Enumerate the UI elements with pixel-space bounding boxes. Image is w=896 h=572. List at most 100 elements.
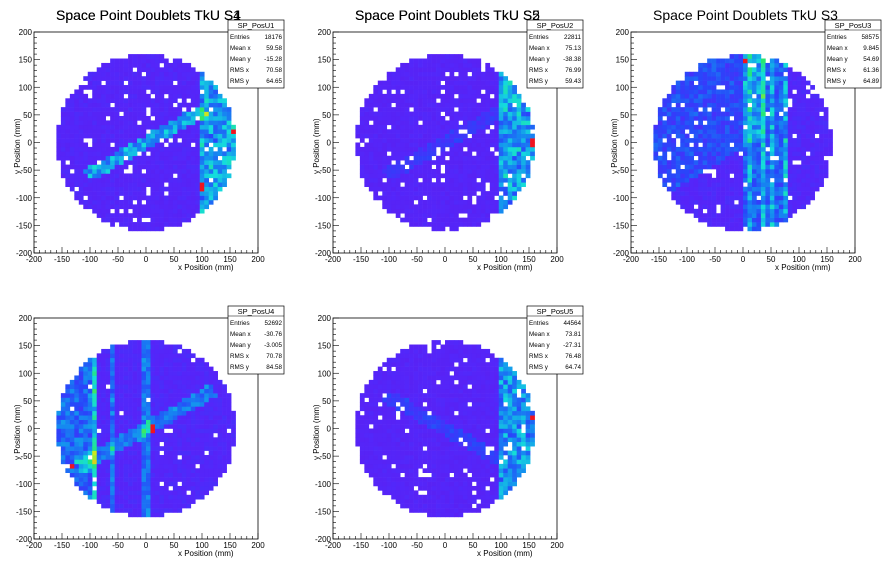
heatmap-cell: [494, 142, 500, 148]
heatmap-cell: [92, 472, 98, 478]
heatmap-cell: [796, 111, 802, 117]
heatmap-cell: [751, 102, 757, 108]
heatmap-cell: [96, 410, 102, 416]
heatmap-cell: [653, 124, 659, 130]
heatmap-cell: [78, 98, 84, 104]
heatmap-cell: [828, 151, 833, 157]
heatmap-cell: [105, 353, 111, 359]
heatmap-cell: [83, 362, 89, 367]
heatmap-cell: [195, 371, 201, 376]
heatmap-cell: [159, 195, 165, 201]
heatmap-cell: [128, 348, 133, 354]
heatmap-cell: [810, 85, 815, 90]
heatmap-cell: [172, 98, 178, 104]
heatmap-cell: [453, 129, 459, 134]
heatmap-cell: [445, 102, 450, 108]
heatmap-cell: [146, 375, 151, 381]
heatmap-cell: [489, 98, 495, 104]
heatmap-cell: [105, 199, 111, 205]
heatmap-cell: [778, 217, 784, 223]
heatmap-cell: [436, 182, 441, 187]
heatmap-cell: [204, 186, 210, 192]
heatmap-cell: [168, 182, 174, 187]
heatmap-cell: [78, 111, 84, 117]
heatmap-cell: [494, 169, 500, 174]
heatmap-cell: [101, 384, 106, 390]
heatmap-cell: [213, 173, 218, 179]
heatmap-cell: [489, 199, 495, 205]
heatmap-cell: [702, 217, 708, 223]
heatmap-cell: [431, 62, 437, 68]
heatmap-cell: [489, 80, 495, 86]
heatmap-cell: [711, 115, 717, 121]
heatmap-cell: [720, 186, 726, 192]
heatmap-cell: [743, 169, 748, 174]
heatmap-cell: [163, 379, 169, 385]
heatmap-cell: [440, 191, 446, 196]
heatmap-cell: [119, 76, 124, 81]
heatmap-cell: [195, 89, 201, 95]
heatmap-cell: [395, 124, 401, 130]
heatmap-cell: [480, 160, 486, 165]
heatmap-cell: [163, 120, 169, 126]
heatmap-cell: [725, 191, 730, 196]
heatmap-cell: [810, 129, 815, 134]
heatmap-cell: [436, 191, 441, 196]
heatmap-cell: [751, 177, 757, 183]
heatmap-cell: [368, 182, 374, 187]
heatmap-cell: [458, 160, 464, 165]
heatmap-cell: [693, 169, 699, 174]
heatmap-cell: [498, 76, 504, 81]
heatmap-cell: [146, 348, 151, 354]
heatmap-cell: [69, 133, 75, 139]
heatmap-cell: [181, 217, 187, 223]
heatmap-cell: [159, 89, 165, 95]
heatmap-cell: [431, 124, 437, 130]
heatmap-cell: [716, 155, 721, 161]
heatmap-cell: [114, 186, 120, 192]
heatmap-cell: [128, 102, 133, 108]
y-tick-label: -150: [613, 221, 630, 230]
heatmap-cell: [123, 164, 129, 170]
heatmap-cell: [422, 102, 428, 108]
heatmap-cell: [364, 111, 370, 117]
heatmap-cell: [217, 142, 223, 148]
x-tick-label: 100: [494, 255, 508, 264]
heatmap-cell: [186, 89, 192, 95]
heatmap-cell: [494, 177, 500, 183]
heatmap-cell: [453, 98, 459, 104]
heatmap-cell: [489, 186, 495, 192]
heatmap-cell: [92, 151, 98, 157]
heatmap-cell: [377, 186, 383, 192]
heatmap-cell: [720, 160, 726, 165]
heatmap-cell: [172, 388, 178, 394]
heatmap-cell: [760, 120, 766, 126]
heatmap-cell: [471, 67, 477, 73]
heatmap-cell: [119, 459, 124, 465]
heatmap-cell: [146, 199, 151, 205]
heatmap-cell: [78, 388, 84, 394]
stats-row-label: Mean x: [529, 45, 551, 52]
heatmap-cell: [208, 120, 214, 126]
y-tick-label: 200: [19, 28, 33, 37]
heatmap-cell: [494, 102, 500, 108]
heatmap-cell: [92, 406, 98, 412]
x-axis-label: x Position (mm): [178, 263, 234, 272]
heatmap-cell: [427, 115, 432, 121]
heatmap-cell: [132, 54, 138, 59]
heatmap-cell: [787, 199, 793, 205]
heatmap-cell: [413, 107, 419, 112]
heatmap-cell: [725, 111, 730, 117]
heatmap-cell: [413, 102, 419, 108]
heatmap-cell: [69, 182, 75, 187]
heatmap-cell: [172, 485, 178, 491]
x-tick-label: 200: [848, 255, 862, 264]
heatmap-cell: [810, 164, 815, 170]
heatmap-cell: [159, 415, 165, 420]
heatmap-cell: [422, 186, 428, 192]
heatmap-cell: [427, 54, 432, 59]
heatmap-cell: [680, 138, 686, 143]
heatmap-cell: [92, 362, 98, 367]
heatmap-cell: [503, 111, 509, 117]
heatmap-cell: [114, 62, 120, 68]
